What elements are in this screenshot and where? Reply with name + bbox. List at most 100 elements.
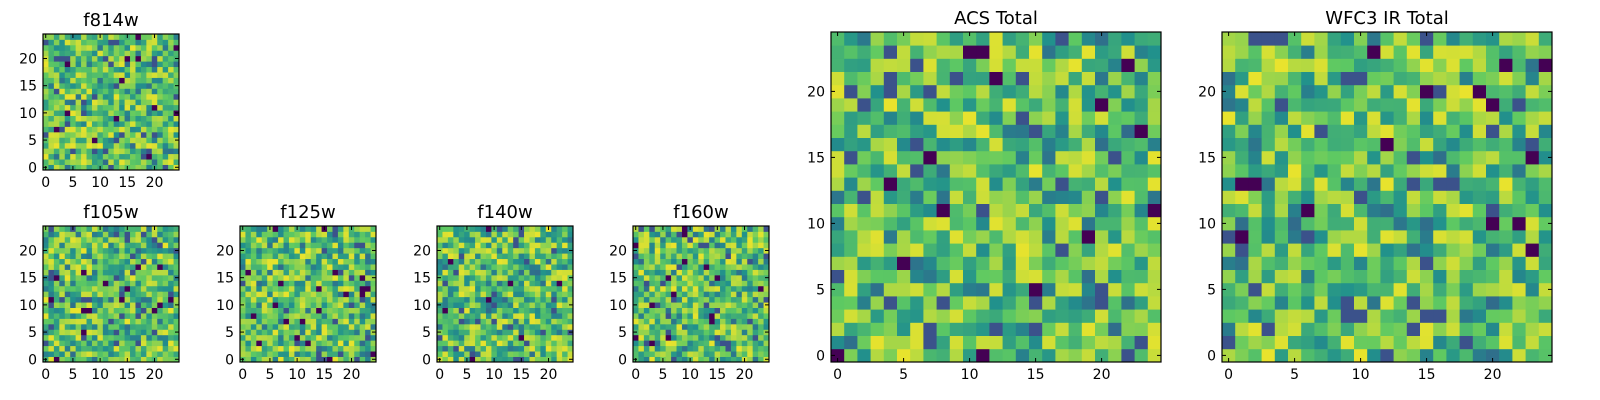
heatmap-cell <box>976 269 990 284</box>
heatmap-cell <box>741 264 748 270</box>
heatmap-cell <box>102 39 109 46</box>
heatmap-cell <box>1288 84 1302 99</box>
heatmap-cell <box>64 291 71 298</box>
heatmap-cell <box>53 50 60 57</box>
heatmap-cell <box>1015 71 1030 86</box>
heatmap-cell <box>108 126 115 133</box>
heatmap-cell <box>1288 164 1302 178</box>
x-tick-label: 20 <box>146 367 164 383</box>
heatmap-cell <box>70 280 77 287</box>
heatmap-cell <box>1433 84 1447 99</box>
heatmap-cell <box>660 313 667 319</box>
heatmap-cell <box>140 269 147 276</box>
heatmap-cell <box>75 153 82 160</box>
heatmap-cell <box>130 137 136 144</box>
heatmap-cell <box>963 111 977 125</box>
heatmap-cell <box>529 264 536 270</box>
heatmap-cell <box>102 137 109 144</box>
heatmap-cell <box>1042 203 1056 218</box>
heatmap-cell <box>108 318 115 325</box>
heatmap-cell <box>475 329 481 336</box>
heatmap-cell <box>327 334 333 341</box>
heatmap-cell <box>638 280 645 287</box>
heatmap-cell <box>81 351 87 357</box>
heatmap-cell <box>480 280 487 287</box>
heatmap-cell <box>119 302 125 308</box>
heatmap-cell <box>168 302 174 308</box>
heatmap-cell <box>1248 150 1262 165</box>
heatmap-cell <box>1486 111 1500 125</box>
axes-frame <box>1221 31 1553 363</box>
heatmap-cell <box>1248 203 1262 218</box>
heatmap-cell <box>102 34 109 40</box>
heatmap-cell <box>310 269 317 276</box>
heatmap-cell <box>288 247 295 254</box>
heatmap-cell <box>681 242 688 249</box>
heatmap-cell <box>1015 98 1030 112</box>
heatmap-cell <box>1354 216 1368 231</box>
heatmap-cell <box>1095 84 1109 99</box>
heatmap-cell <box>81 104 87 111</box>
heatmap-cell <box>64 72 71 78</box>
heatmap-cell <box>365 247 371 254</box>
heatmap-cell <box>741 285 748 292</box>
heatmap-cell <box>64 66 71 73</box>
heatmap-cell <box>146 121 153 127</box>
heatmap-cell <box>283 307 290 314</box>
heatmap-cell <box>113 93 120 100</box>
heatmap-cell <box>1121 177 1135 191</box>
heatmap-cell <box>752 231 759 238</box>
heatmap-cell <box>168 39 174 46</box>
heatmap-cell <box>480 258 487 265</box>
heatmap-cell <box>245 264 252 270</box>
heatmap-cell <box>168 50 174 57</box>
heatmap-cell <box>1314 177 1328 191</box>
heatmap-cell <box>1029 32 1043 46</box>
heatmap-cell <box>59 302 66 308</box>
heatmap-cell <box>97 148 104 155</box>
heatmap-cell <box>75 99 82 106</box>
heatmap-cell <box>714 274 721 281</box>
heatmap-cell <box>81 55 87 62</box>
heatmap-cell <box>1472 111 1487 125</box>
heatmap-cell <box>135 39 142 46</box>
heatmap-cell <box>687 323 694 330</box>
heatmap-cell <box>157 39 164 46</box>
heatmap-cell <box>1354 203 1368 218</box>
heatmap-cell <box>1222 45 1236 59</box>
heatmap-cell <box>1472 124 1487 138</box>
heatmap-cell <box>709 226 715 232</box>
heatmap-cell <box>354 226 361 232</box>
heatmap-cell <box>1499 84 1513 99</box>
heatmap-cell <box>551 269 558 276</box>
heatmap-cell <box>1525 282 1540 297</box>
y-tick-label: 0 <box>422 352 431 368</box>
heatmap-cell <box>1538 269 1553 284</box>
heatmap-cell <box>529 302 536 308</box>
heatmap-cell <box>240 291 246 298</box>
heatmap-cell <box>524 242 530 249</box>
heatmap-cell <box>1121 256 1135 270</box>
heatmap-cell <box>1029 45 1043 59</box>
heatmap-cell <box>81 77 87 84</box>
heatmap-cell <box>146 164 153 171</box>
heatmap-cell <box>676 296 683 303</box>
heatmap-cell <box>1340 190 1355 204</box>
heatmap-cell <box>562 264 568 270</box>
heatmap-cell <box>130 318 136 325</box>
heatmap-cell <box>1055 203 1069 218</box>
heatmap-cell <box>551 253 558 260</box>
heatmap-cell <box>256 242 263 249</box>
heatmap-cell <box>545 242 552 249</box>
heatmap-cell <box>1055 164 1069 178</box>
heatmap-cell <box>261 356 268 363</box>
heatmap-cell <box>502 291 509 298</box>
heatmap-cell <box>844 71 858 86</box>
heatmap-cell <box>1274 164 1289 178</box>
heatmap-cell <box>665 280 672 287</box>
heatmap-cell <box>130 313 136 319</box>
heatmap-cell <box>1420 230 1434 244</box>
heatmap-cell <box>162 296 169 303</box>
heatmap-cell <box>250 356 257 363</box>
